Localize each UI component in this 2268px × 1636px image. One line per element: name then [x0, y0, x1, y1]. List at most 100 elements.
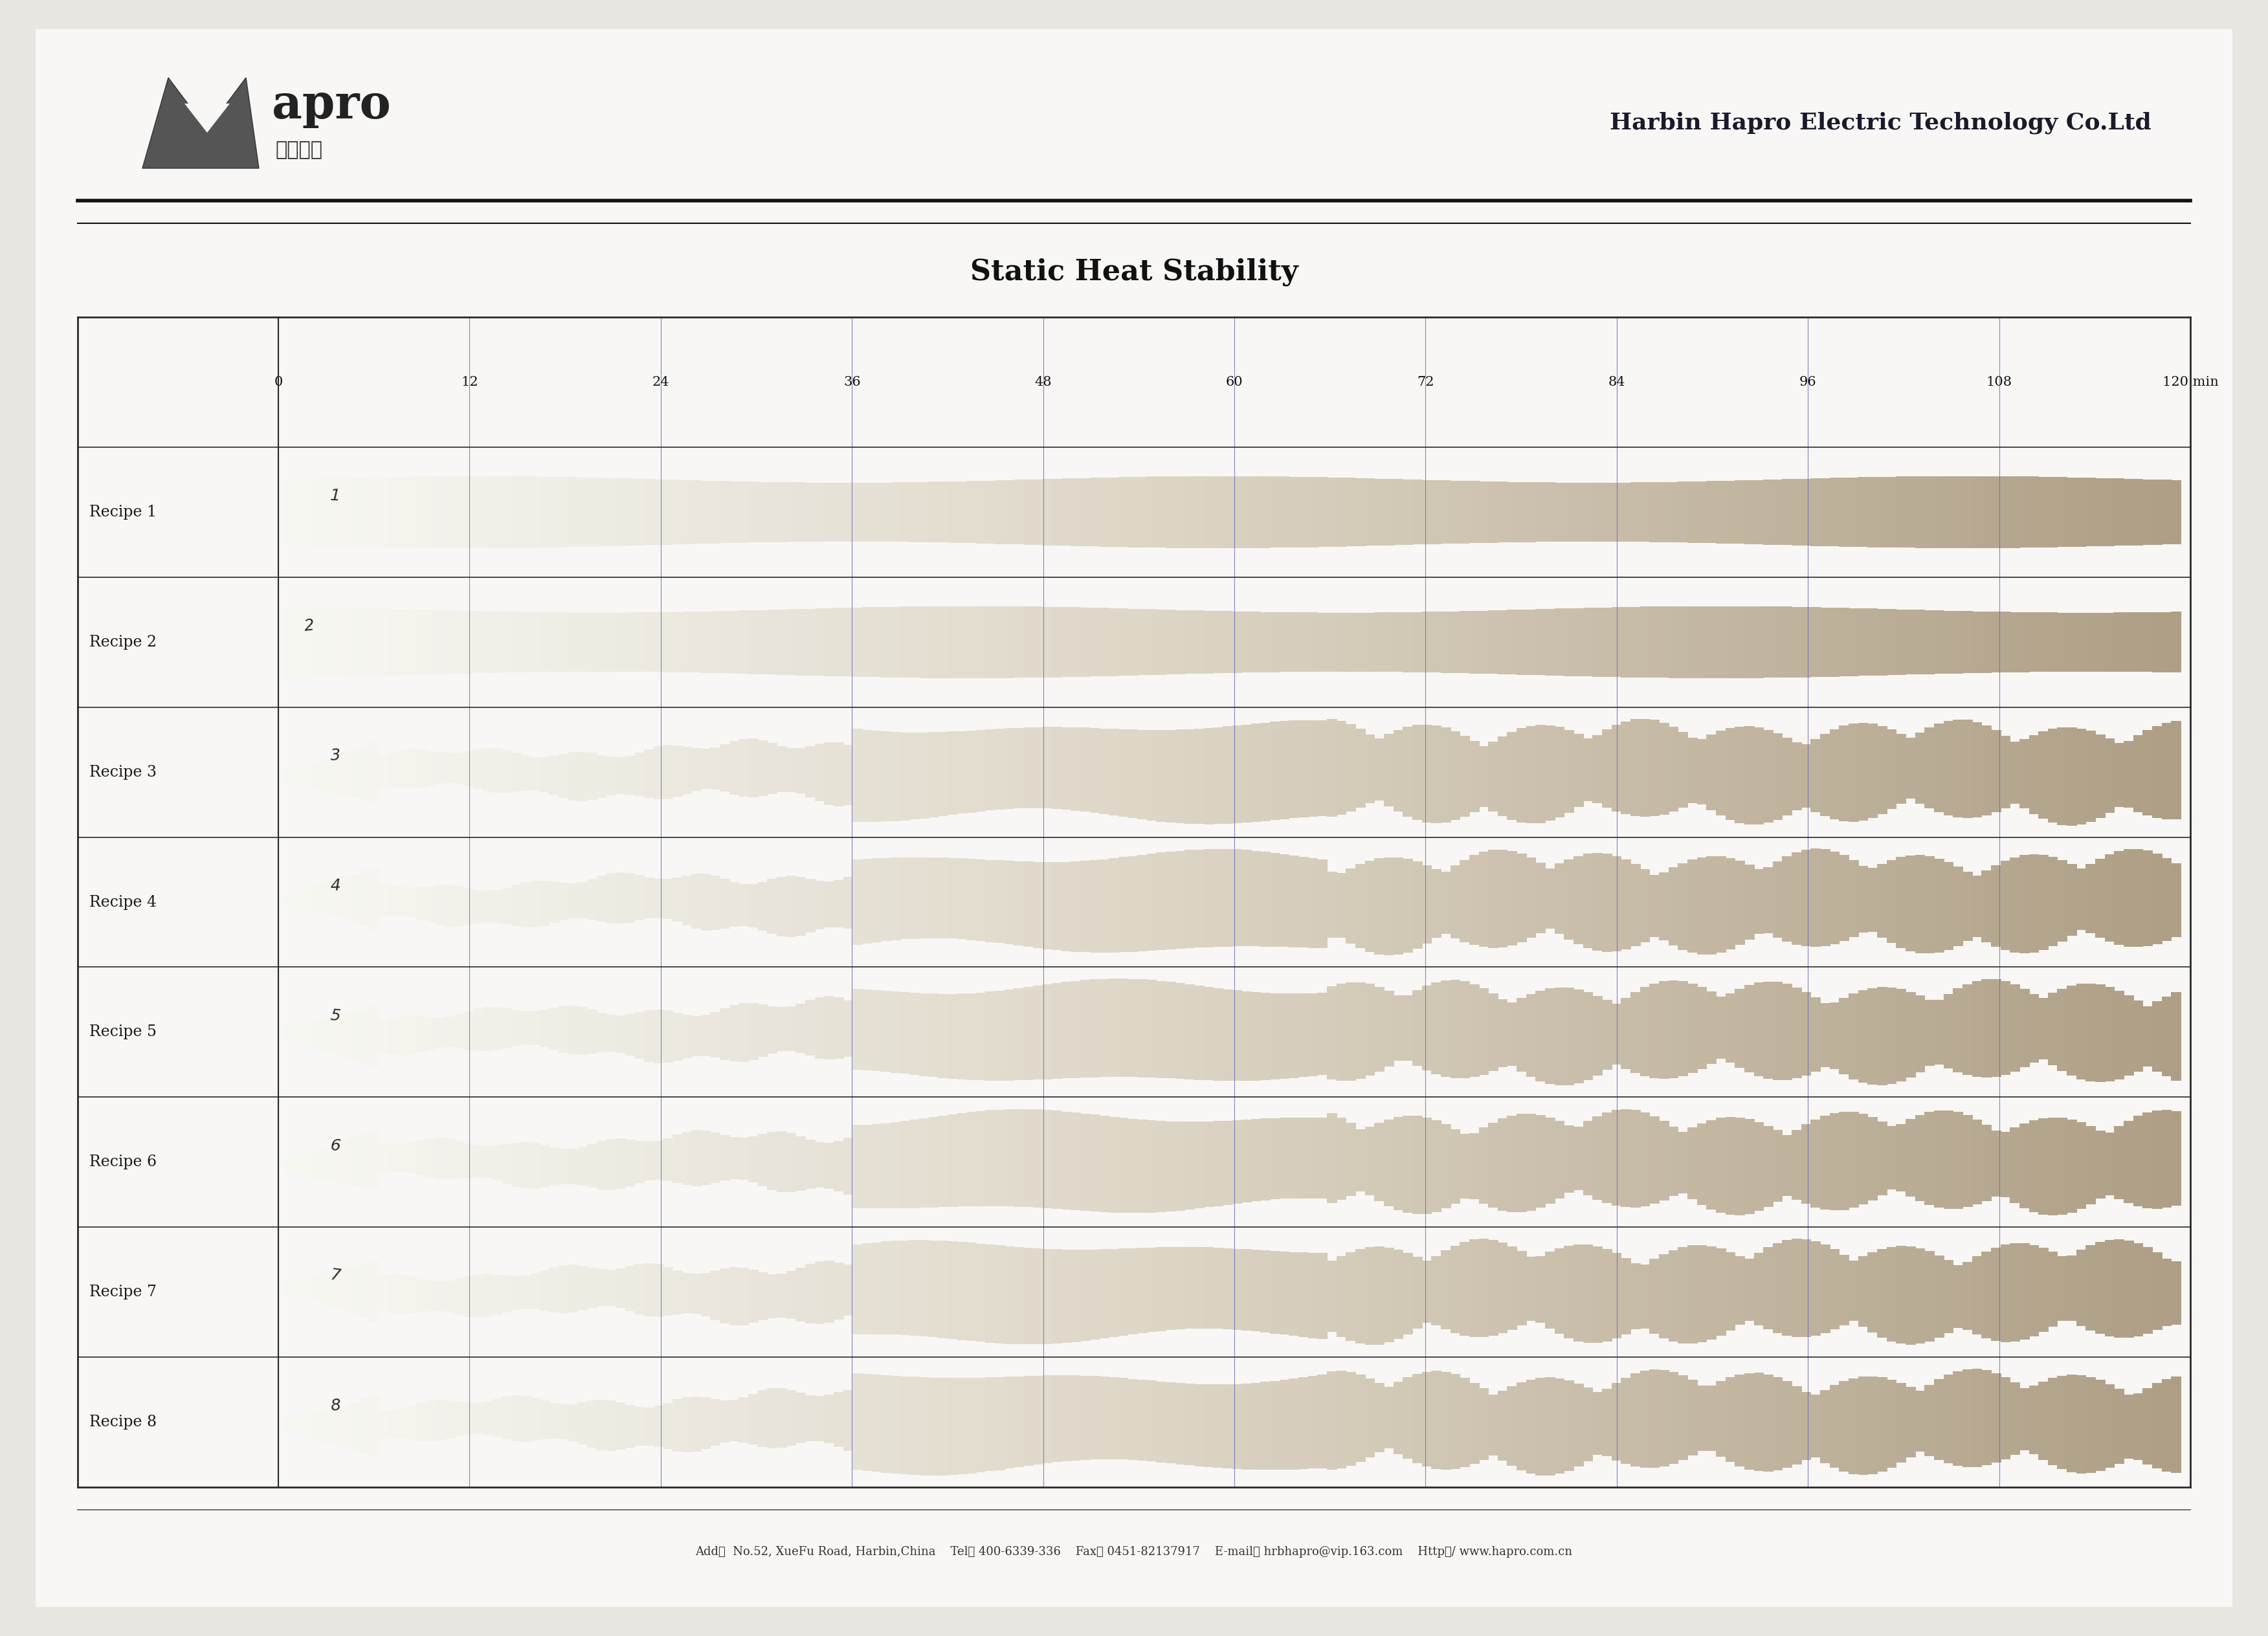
Bar — [776, 483, 787, 542]
Bar — [492, 612, 501, 672]
Bar — [445, 1139, 456, 1180]
Bar — [1374, 479, 1383, 545]
Bar — [1669, 867, 1678, 946]
Bar — [626, 1140, 635, 1186]
Bar — [928, 1117, 939, 1207]
Bar — [2048, 857, 2057, 946]
Bar — [814, 882, 826, 929]
Bar — [748, 610, 758, 674]
Bar — [1857, 609, 1869, 676]
Bar — [880, 483, 891, 542]
Bar — [1896, 857, 1905, 947]
Bar — [2087, 612, 2096, 672]
Bar — [1118, 609, 1129, 676]
Bar — [1109, 478, 1118, 546]
Bar — [358, 1009, 370, 1063]
Bar — [2057, 861, 2068, 941]
Bar — [1383, 1387, 1395, 1448]
Bar — [1241, 991, 1252, 1081]
Bar — [1545, 1378, 1556, 1476]
Bar — [406, 609, 417, 676]
Bar — [939, 993, 948, 1078]
Bar — [862, 1374, 873, 1471]
Bar — [2143, 1112, 2152, 1207]
Bar — [1100, 859, 1109, 952]
Bar — [1762, 730, 1774, 823]
Bar — [1631, 864, 1640, 946]
Bar — [1118, 1378, 1129, 1459]
Bar — [871, 1242, 882, 1335]
Bar — [2161, 1258, 2173, 1325]
Bar — [1914, 610, 1926, 674]
Bar — [2048, 730, 2057, 823]
Bar — [349, 749, 361, 798]
Bar — [862, 1243, 873, 1335]
Bar — [358, 1263, 370, 1319]
Bar — [1962, 1116, 1973, 1207]
Bar — [1279, 993, 1290, 1078]
Bar — [606, 1400, 617, 1451]
Bar — [2096, 612, 2105, 672]
Bar — [1118, 857, 1129, 952]
Bar — [1345, 1252, 1356, 1342]
Bar — [340, 753, 352, 797]
Bar — [1565, 609, 1574, 676]
Bar — [1175, 730, 1186, 823]
Bar — [2170, 721, 2182, 820]
Bar — [1953, 867, 1964, 946]
Bar — [871, 1124, 882, 1209]
Bar — [1393, 1382, 1404, 1454]
Bar — [2123, 1121, 2134, 1202]
Bar — [1905, 856, 1916, 951]
Bar — [776, 1008, 787, 1050]
Bar — [719, 1135, 730, 1181]
Bar — [558, 612, 569, 672]
Bar — [379, 883, 388, 916]
Bar — [1830, 730, 1839, 820]
Bar — [1944, 720, 1953, 815]
Bar — [1971, 1256, 1982, 1335]
Bar — [322, 607, 331, 677]
Bar — [2170, 991, 2182, 1080]
Bar — [1857, 723, 1869, 821]
Bar — [1696, 739, 1708, 803]
Bar — [1792, 479, 1801, 545]
Bar — [1413, 1256, 1422, 1328]
Bar — [1696, 1245, 1708, 1343]
Bar — [313, 607, 322, 677]
Bar — [853, 988, 862, 1070]
Bar — [1896, 1247, 1905, 1343]
Bar — [2000, 861, 2009, 951]
Bar — [1470, 741, 1479, 811]
Bar — [1356, 728, 1365, 808]
Bar — [701, 1014, 710, 1055]
Bar — [1023, 1376, 1034, 1466]
Bar — [1574, 1127, 1583, 1191]
Bar — [1204, 1121, 1213, 1207]
Bar — [2000, 1132, 2009, 1198]
Bar — [1241, 725, 1252, 823]
Bar — [1545, 609, 1556, 676]
Bar — [1792, 852, 1801, 944]
Bar — [1962, 983, 1973, 1075]
Bar — [1696, 605, 1708, 679]
Bar — [596, 1400, 606, 1449]
Bar — [1640, 1112, 1651, 1206]
Bar — [1080, 607, 1091, 677]
Bar — [340, 1405, 352, 1448]
Bar — [2019, 612, 2030, 672]
Bar — [787, 875, 796, 937]
Bar — [426, 1139, 435, 1178]
Bar — [1517, 483, 1526, 542]
Bar — [379, 1019, 388, 1054]
Bar — [853, 483, 862, 542]
Bar — [730, 610, 739, 674]
Bar — [1091, 1114, 1100, 1212]
Bar — [891, 483, 900, 542]
Bar — [1801, 744, 1812, 808]
Bar — [2048, 1252, 2057, 1327]
Bar — [710, 875, 721, 931]
Bar — [1100, 1250, 1109, 1338]
Bar — [701, 612, 710, 672]
Bar — [567, 1006, 578, 1055]
